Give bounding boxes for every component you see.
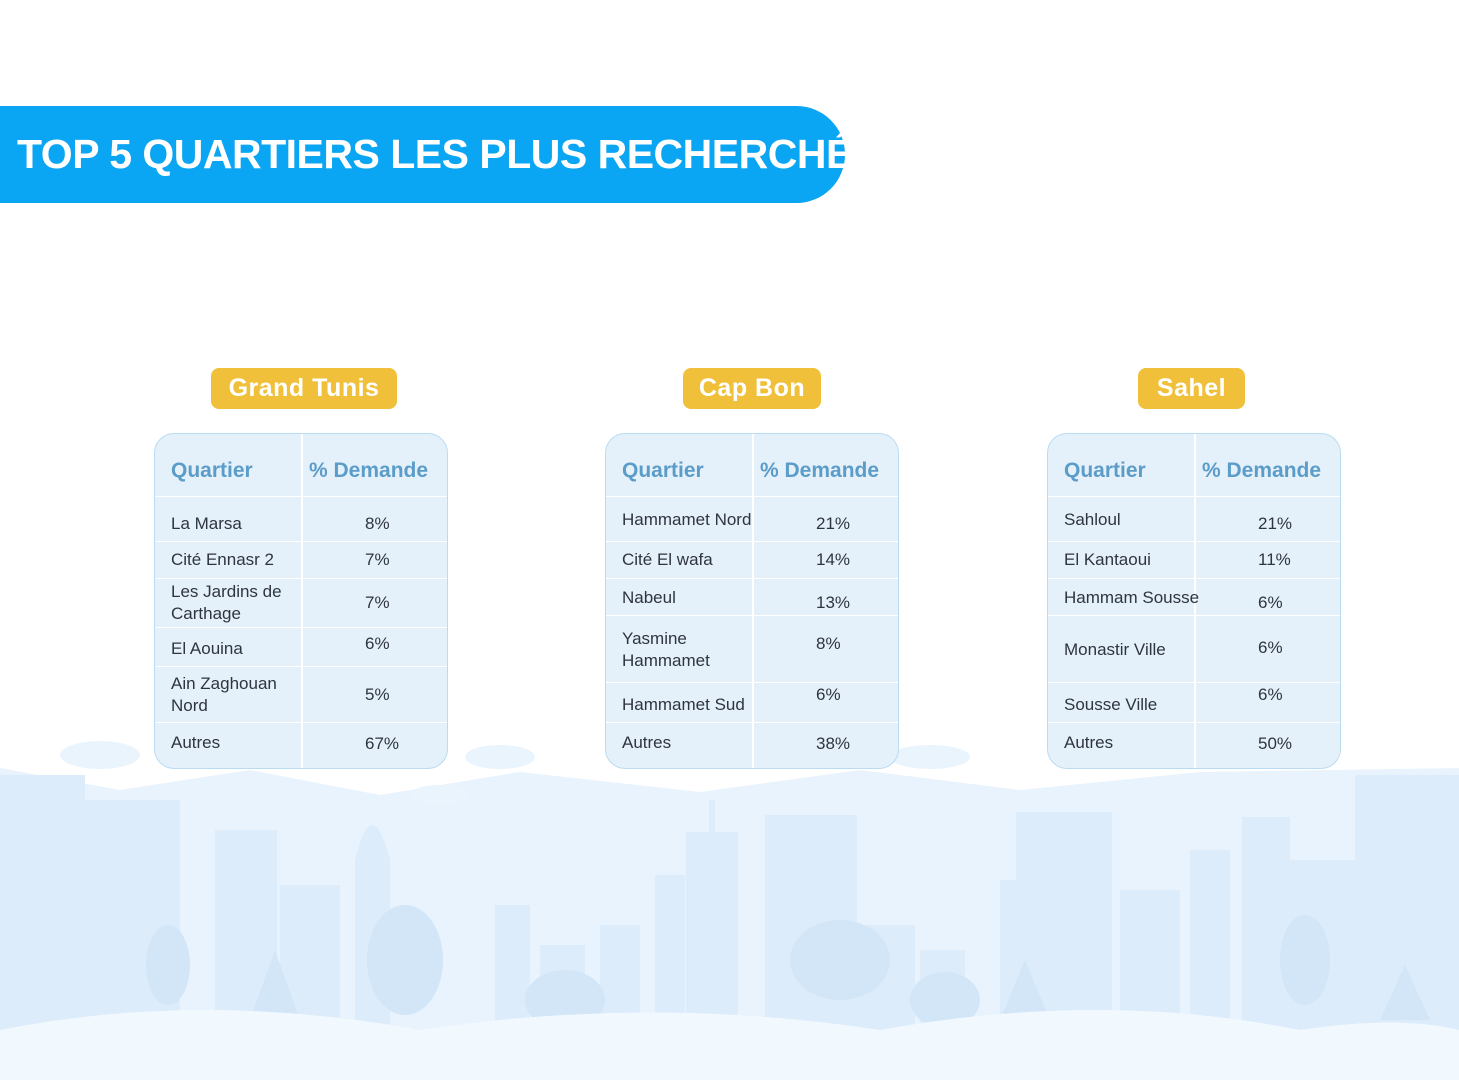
table-row: El Kantaoui 11%	[1048, 541, 1340, 579]
table-row: Monastir Ville 6%	[1048, 615, 1340, 683]
cell-percent: 8%	[365, 514, 390, 533]
column-divider	[1194, 434, 1196, 768]
header-demande: % Demande	[309, 459, 429, 482]
cell-quartier: Hammamet Nord	[622, 510, 752, 529]
cell-quartier: Cité Ennasr 2	[171, 550, 274, 569]
table-grand-tunis: Quartier % Demande La Marsa 8% Cité Enna…	[154, 433, 448, 769]
table-row: Les Jardins de Carthage 7%	[155, 578, 447, 628]
cell-quartier: Autres	[1064, 733, 1114, 752]
cell-percent: 6%	[1258, 638, 1283, 657]
cell-quartier: Yasmine Hammamet	[622, 629, 710, 670]
cell-quartier: Les Jardins de Carthage	[171, 582, 282, 623]
cell-percent: 6%	[1258, 685, 1283, 704]
region-name: Sahel	[1156, 374, 1227, 402]
header-quartier: Quartier	[622, 459, 704, 482]
region-name: Cap Bon	[698, 374, 806, 402]
cell-quartier: Nabeul	[622, 588, 676, 607]
cell-quartier: Hammamet Sud	[622, 695, 745, 714]
cell-quartier: Sahloul	[1064, 510, 1121, 529]
cell-percent: 11%	[1258, 550, 1291, 569]
region-pill-grand-tunis: Grand Tunis	[211, 368, 397, 409]
table-cap-bon: Quartier % Demande Hammamet Nord 21% Cit…	[605, 433, 899, 769]
table-row: Cité El wafa 14%	[606, 541, 898, 579]
cell-percent: 21%	[1258, 514, 1293, 533]
cell-quartier: Ain Zaghouan Nord	[171, 674, 277, 715]
cell-quartier: Hammam Sousse	[1064, 588, 1200, 607]
table-row: Hammam Sousse 6%	[1048, 578, 1340, 616]
table-row: Autres 67%	[155, 722, 447, 768]
table-row: Autres 38%	[606, 722, 898, 768]
table-row: El Aouina 6%	[155, 627, 447, 667]
cell-quartier: El Aouina	[171, 639, 243, 658]
region-pill-cap-bon: Cap Bon	[683, 368, 821, 409]
column-divider	[752, 434, 754, 768]
table-row: Yasmine Hammamet 8%	[606, 615, 898, 683]
header-quartier: Quartier	[1064, 459, 1146, 482]
cell-percent: 5%	[365, 685, 390, 704]
page-title: TOP 5 QUARTIERS LES PLUS RECHERCHÉS	[17, 131, 880, 177]
table-row: Sahloul 21%	[1048, 496, 1340, 542]
cell-percent: 38%	[816, 734, 851, 753]
region-name: Grand Tunis	[228, 374, 380, 402]
title-banner: TOP 5 QUARTIERS LES PLUS RECHERCHÉS	[0, 106, 880, 203]
cell-quartier: Autres	[622, 733, 672, 752]
cell-quartier: Monastir Ville	[1064, 640, 1166, 659]
cell-quartier: La Marsa	[171, 514, 242, 533]
cell-percent: 8%	[816, 634, 841, 653]
cell-quartier: El Kantaoui	[1064, 550, 1151, 569]
table-row: Cité Ennasr 2 7%	[155, 541, 447, 579]
table-sahel: Quartier % Demande Sahloul 21% El Kantao…	[1047, 433, 1341, 769]
region-pill-sahel: Sahel	[1138, 368, 1245, 409]
table-row: Autres 50%	[1048, 722, 1340, 768]
cell-percent: 7%	[365, 550, 390, 569]
cell-percent: 67%	[365, 734, 400, 753]
cell-percent: 21%	[816, 514, 851, 533]
cell-percent: 6%	[365, 634, 390, 653]
table-row: Sousse Ville 6%	[1048, 682, 1340, 723]
header-demande: % Demande	[1202, 459, 1322, 482]
table-row: Ain Zaghouan Nord 5%	[155, 666, 447, 723]
cell-percent: 14%	[816, 550, 851, 569]
cell-quartier: Cité El wafa	[622, 550, 713, 569]
cell-percent: 6%	[1258, 593, 1283, 612]
cell-percent: 13%	[816, 593, 851, 612]
table-row: Hammamet Nord 21%	[606, 496, 898, 542]
cell-percent: 50%	[1258, 734, 1293, 753]
column-divider	[301, 434, 303, 768]
table-row: Nabeul 13%	[606, 578, 898, 616]
cell-quartier: Sousse Ville	[1064, 695, 1158, 714]
header-demande: % Demande	[760, 459, 880, 482]
cell-percent: 6%	[816, 685, 841, 704]
cell-quartier: Autres	[171, 733, 221, 752]
cell-percent: 7%	[365, 593, 390, 612]
table-row: La Marsa 8%	[155, 496, 447, 542]
table-row: Hammamet Sud 6%	[606, 682, 898, 723]
header-quartier: Quartier	[171, 459, 253, 482]
